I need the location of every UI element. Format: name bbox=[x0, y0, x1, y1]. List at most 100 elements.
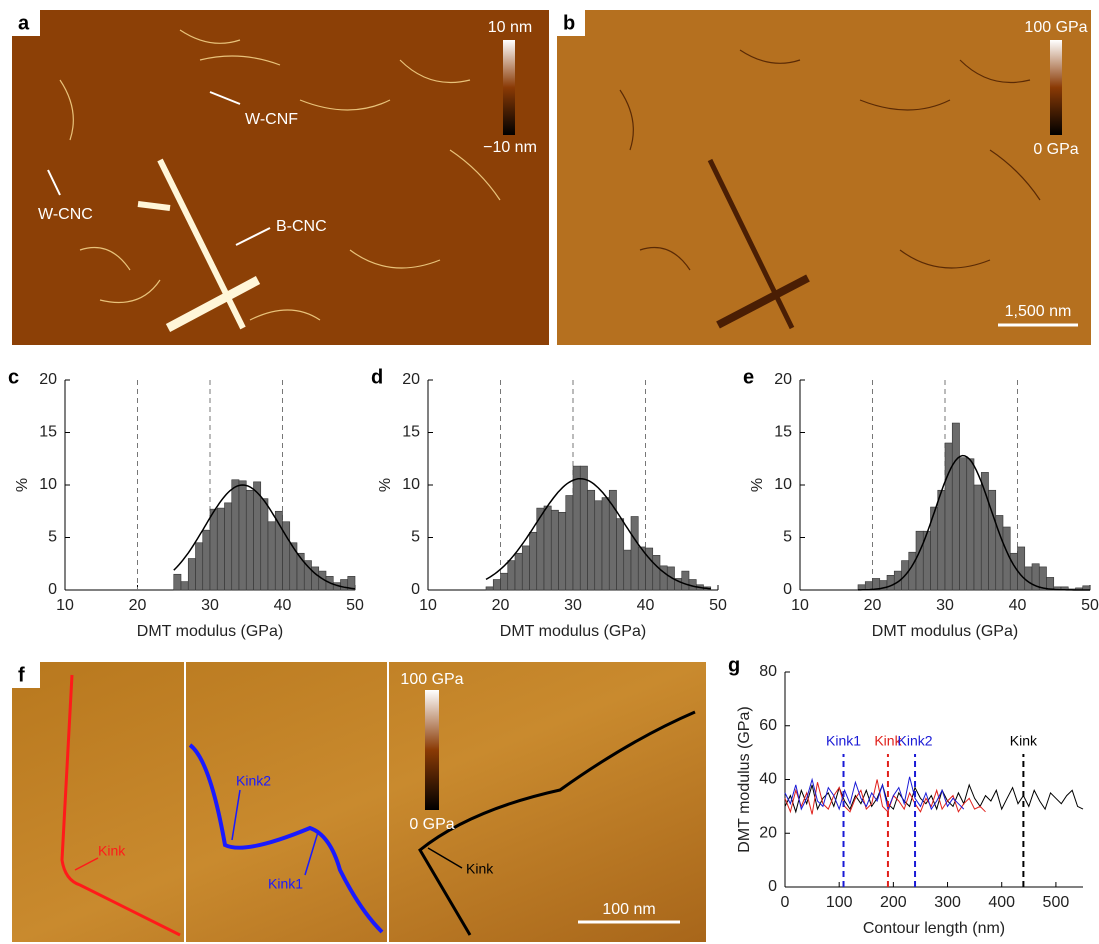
bar bbox=[937, 489, 946, 591]
x-axis-label: Contour length (nm) bbox=[863, 920, 1005, 937]
kink-label: Kink2 bbox=[898, 733, 933, 749]
y-tick-label: 15 bbox=[402, 424, 420, 441]
y-tick-label: 40 bbox=[759, 771, 777, 788]
y-axis-label: % bbox=[749, 478, 766, 492]
kink-label: Kink bbox=[874, 733, 902, 749]
x-tick-label: 10 bbox=[419, 597, 437, 614]
x-axis-label: DMT modulus (GPa) bbox=[137, 623, 283, 640]
annotation: Kink bbox=[98, 843, 126, 859]
annotation: Kink2 bbox=[236, 773, 271, 789]
bar bbox=[216, 507, 225, 591]
panel-letter: c bbox=[8, 366, 19, 388]
bar bbox=[623, 549, 632, 591]
fibrils bbox=[59, 29, 501, 321]
panel-letter: d bbox=[371, 366, 383, 388]
series-line bbox=[784, 776, 965, 811]
bar bbox=[209, 508, 218, 591]
y-tick-label: 10 bbox=[39, 476, 57, 493]
b-cnc bbox=[165, 276, 261, 332]
x-tick-label: 400 bbox=[988, 894, 1015, 911]
color-bar bbox=[1050, 40, 1062, 135]
trace bbox=[60, 674, 181, 937]
x-tick-label: 20 bbox=[864, 597, 882, 614]
bar bbox=[238, 480, 247, 591]
bar bbox=[507, 560, 516, 591]
scale-bar-label: 1,500 nm bbox=[1005, 303, 1072, 320]
x-tick-label: 30 bbox=[564, 597, 582, 614]
panel-letter: g bbox=[728, 654, 740, 676]
x-tick-label: 30 bbox=[201, 597, 219, 614]
y-tick-label: 10 bbox=[402, 476, 420, 493]
panel-letter: f bbox=[18, 664, 25, 686]
bar bbox=[231, 479, 240, 591]
bar bbox=[1046, 577, 1055, 591]
letter-bg bbox=[12, 662, 40, 688]
bar bbox=[630, 516, 639, 591]
bar bbox=[521, 545, 530, 591]
kink-label: Kink1 bbox=[826, 733, 861, 749]
bar bbox=[173, 573, 182, 591]
y-tick-label: 15 bbox=[774, 424, 792, 441]
afm-image bbox=[12, 10, 549, 345]
bar bbox=[289, 542, 298, 591]
x-tick-label: 200 bbox=[880, 894, 907, 911]
bar bbox=[500, 572, 509, 591]
y-tick-label: 80 bbox=[759, 663, 777, 680]
color-bar bbox=[503, 40, 515, 135]
y-tick-label: 0 bbox=[768, 878, 777, 895]
x-tick-label: 30 bbox=[936, 597, 954, 614]
scale-max: 100 GPa bbox=[1024, 19, 1087, 36]
y-tick-label: 0 bbox=[48, 581, 57, 598]
bar bbox=[652, 555, 661, 591]
bar bbox=[1038, 566, 1047, 591]
x-tick-label: 50 bbox=[346, 597, 364, 614]
scale-min: −10 nm bbox=[483, 139, 537, 156]
x-tick-label: 40 bbox=[637, 597, 655, 614]
annotation: B-CNC bbox=[276, 218, 327, 235]
x-tick-label: 10 bbox=[56, 597, 74, 614]
bar bbox=[959, 457, 968, 591]
bar bbox=[1017, 546, 1026, 591]
y-tick-label: 20 bbox=[759, 824, 777, 841]
fit-curve bbox=[858, 454, 1090, 591]
pointer bbox=[304, 831, 319, 876]
annotation: Kink bbox=[466, 861, 494, 877]
pointer bbox=[231, 789, 241, 841]
annotation: Kink1 bbox=[268, 876, 303, 892]
bar bbox=[565, 495, 574, 591]
bar bbox=[915, 530, 924, 591]
bar bbox=[529, 531, 538, 591]
bar bbox=[180, 581, 189, 591]
letter-bg bbox=[12, 10, 40, 36]
panel-letter: a bbox=[18, 12, 30, 34]
bar bbox=[550, 509, 559, 591]
b-cnc bbox=[137, 201, 171, 211]
x-tick-label: 500 bbox=[1043, 894, 1070, 911]
bar bbox=[514, 552, 523, 591]
x-tick-label: 100 bbox=[826, 894, 853, 911]
panel-b: b 100 GPa 0 GPa 1,500 nm bbox=[557, 10, 1091, 345]
b-cnc bbox=[716, 274, 810, 329]
panel-a: a 10 nm −10 nm W-CNF W-CNC B-CNC bbox=[12, 10, 549, 345]
letter-bg bbox=[557, 10, 585, 36]
arrows bbox=[47, 91, 271, 246]
bar bbox=[973, 484, 982, 591]
x-tick-label: 20 bbox=[129, 597, 147, 614]
bar bbox=[908, 551, 917, 591]
bar bbox=[579, 465, 588, 591]
bar bbox=[886, 574, 895, 591]
trace bbox=[418, 710, 696, 936]
annotation: W-CNC bbox=[38, 206, 93, 223]
color-bar bbox=[425, 690, 439, 810]
bar bbox=[543, 505, 552, 591]
y-tick-label: 60 bbox=[759, 717, 777, 734]
bar bbox=[587, 489, 596, 591]
x-tick-label: 20 bbox=[492, 597, 510, 614]
bar bbox=[202, 529, 211, 591]
x-axis-label: DMT modulus (GPa) bbox=[872, 623, 1018, 640]
y-axis-label: DMT modulus (GPa) bbox=[736, 706, 753, 852]
bar bbox=[572, 465, 581, 591]
panel-letter: b bbox=[563, 12, 575, 34]
y-tick-label: 15 bbox=[39, 424, 57, 441]
